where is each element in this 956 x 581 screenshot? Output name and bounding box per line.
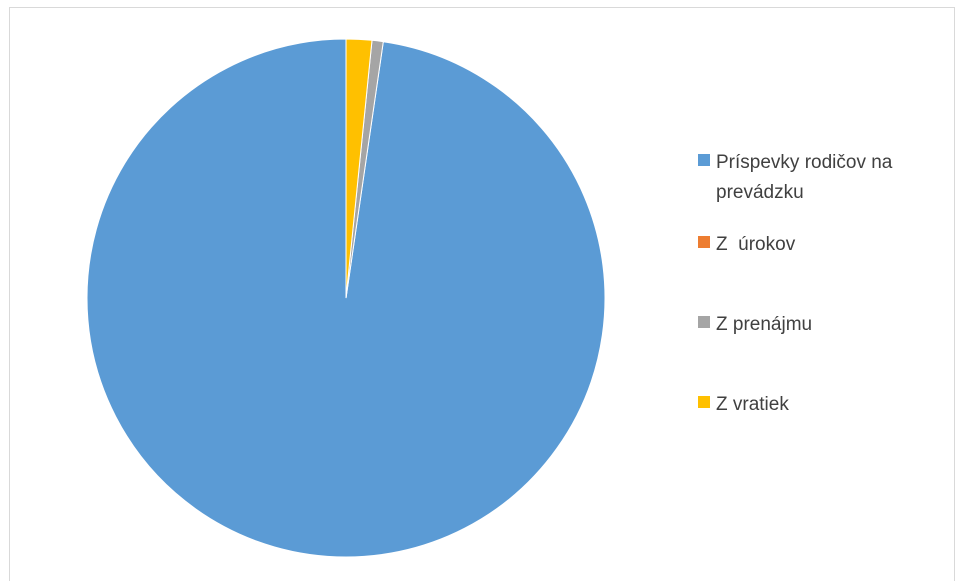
legend-item-prispevky: Príspevky rodičov na prevádzku [698, 148, 956, 208]
legend-swatch [698, 316, 710, 328]
legend-label: Z prenájmu [716, 314, 813, 335]
legend-item-prenajmu: Z prenájmu [698, 310, 956, 340]
legend-label: Z vratiek [716, 394, 789, 415]
legend-swatch [698, 236, 710, 248]
legend-label: Príspevky rodičov na prevádzku [716, 152, 898, 203]
legend-label: Z úrokov [716, 234, 796, 255]
legend-item-vratiek: Z vratiek [698, 390, 956, 420]
legend-item-urokov: Z úrokov [698, 230, 956, 260]
pie-slice-vratiek [345, 38, 373, 299]
legend-swatch [698, 154, 710, 166]
legend-swatch [698, 396, 710, 408]
